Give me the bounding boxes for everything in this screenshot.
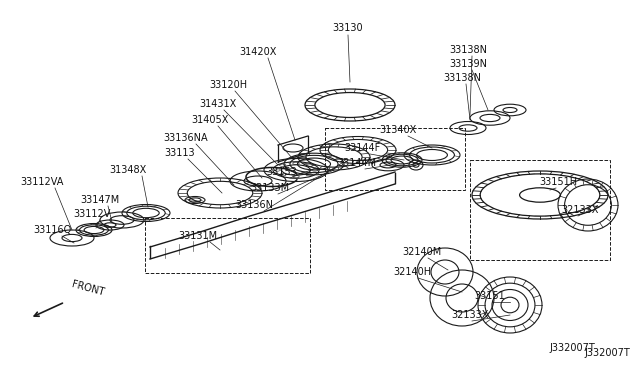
Bar bbox=[470, 160, 610, 260]
Text: 33151H: 33151H bbox=[539, 177, 577, 187]
Text: 33147M: 33147M bbox=[81, 195, 120, 205]
Text: 31340X: 31340X bbox=[380, 125, 417, 135]
Text: 33138N: 33138N bbox=[449, 45, 487, 55]
Text: 31431X: 31431X bbox=[200, 99, 237, 109]
Text: 33139N: 33139N bbox=[449, 59, 487, 69]
Text: J332007T: J332007T bbox=[549, 343, 595, 353]
Bar bbox=[145, 218, 310, 273]
Text: 31420X: 31420X bbox=[239, 47, 276, 57]
Text: 32140H: 32140H bbox=[393, 267, 431, 277]
Text: 33136N: 33136N bbox=[235, 200, 273, 210]
Text: 33136NA: 33136NA bbox=[164, 133, 208, 143]
Text: 33112V: 33112V bbox=[74, 209, 111, 219]
Text: 32133X: 32133X bbox=[451, 310, 489, 320]
Text: 33120H: 33120H bbox=[209, 80, 247, 90]
Text: 33153: 33153 bbox=[267, 167, 298, 177]
Text: 31405X: 31405X bbox=[191, 115, 228, 125]
Bar bbox=[325, 128, 465, 190]
Text: 33138N: 33138N bbox=[443, 73, 481, 83]
Text: 33113: 33113 bbox=[164, 148, 195, 158]
Text: J332007T: J332007T bbox=[584, 348, 630, 358]
Text: 33144M: 33144M bbox=[337, 158, 376, 168]
Text: 33112VA: 33112VA bbox=[20, 177, 64, 187]
Text: 33130: 33130 bbox=[333, 23, 364, 33]
Text: 32140M: 32140M bbox=[403, 247, 442, 257]
Text: 33144F: 33144F bbox=[344, 143, 380, 153]
Text: 33151: 33151 bbox=[475, 291, 506, 301]
Text: 32133X: 32133X bbox=[561, 205, 598, 215]
Text: 33133M: 33133M bbox=[250, 183, 289, 193]
Text: 33131M: 33131M bbox=[179, 231, 218, 241]
Text: 33116Q: 33116Q bbox=[33, 225, 71, 235]
Text: 31348X: 31348X bbox=[109, 165, 147, 175]
Text: FRONT: FRONT bbox=[70, 280, 105, 298]
